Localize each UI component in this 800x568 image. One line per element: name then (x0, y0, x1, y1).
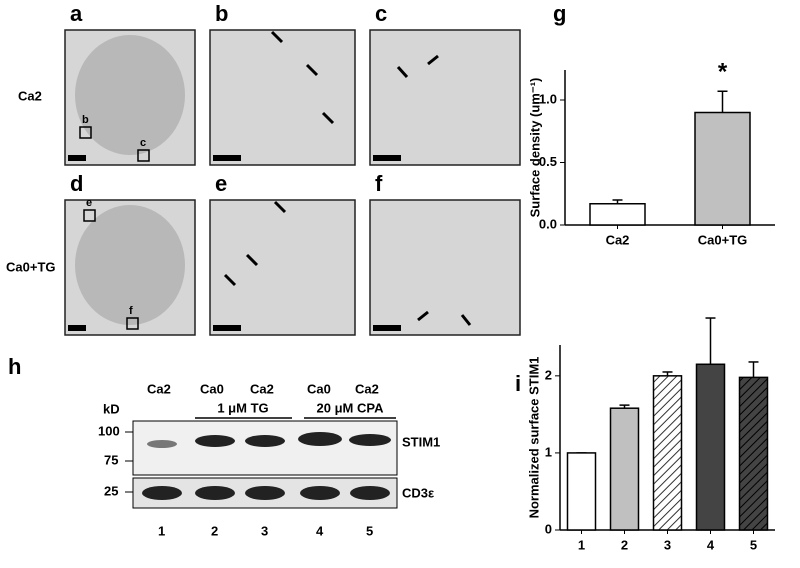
blot-strip (132, 420, 398, 476)
y-axis-label: Surface density (um⁻¹) (527, 78, 542, 218)
group-label: 1 μM TG (217, 400, 268, 415)
micrographs: a b c d e f g h i Ca2 Ca0+TG b c e f (6, 1, 566, 396)
inset-boxes (79, 126, 150, 330)
inset-label: b (82, 114, 89, 126)
bar (609, 407, 640, 531)
panel-label: i (515, 371, 521, 396)
bands (142, 432, 391, 500)
lane-label: Ca2 (250, 381, 274, 396)
bar (738, 376, 769, 531)
scale-bars (68, 155, 401, 331)
panel-label: e (215, 171, 227, 196)
lane-number: 2 (211, 523, 218, 538)
significance-mark: * (718, 59, 728, 86)
micrograph-c (369, 29, 521, 166)
x-tick-label: 1 (578, 537, 585, 552)
x-tick-label: Ca2 (606, 232, 630, 247)
band-label: CD3ε (402, 485, 434, 500)
lane-label: Ca2 (147, 381, 171, 396)
lane-label: Ca0 (200, 381, 224, 396)
lane-number: 3 (261, 523, 268, 538)
y-tick-label: 1.0 (539, 91, 557, 106)
inset-label: c (140, 137, 146, 149)
bar (694, 111, 751, 226)
bar (695, 363, 726, 531)
micrograph-f (369, 199, 521, 336)
y-tick-label: 1 (545, 444, 552, 459)
marker-label: 100 (98, 423, 120, 438)
group-label: 20 μM CPA (317, 400, 385, 415)
lane-label: Ca0 (307, 381, 331, 396)
y-tick-label: 0.0 (539, 216, 557, 231)
marker-label: 25 (104, 483, 118, 498)
marker-label: 75 (104, 452, 118, 467)
lane-number: 5 (366, 523, 373, 538)
unit-label: kD (103, 401, 120, 416)
y-tick-label: 0.5 (539, 154, 557, 169)
panel-label: b (215, 1, 228, 26)
bar (589, 203, 646, 226)
x-tick-label: Ca0+TG (698, 232, 748, 247)
lane-number: 4 (316, 523, 324, 538)
cell (75, 205, 185, 325)
y-axis-label: Normalized surface STIM1 (526, 357, 541, 519)
y-tick-label: 0 (545, 521, 552, 536)
row-label: Ca0+TG (6, 259, 56, 274)
cell (75, 35, 185, 155)
panel-label: g (553, 1, 566, 26)
micrograph-e (209, 199, 356, 336)
inset-label: f (129, 305, 133, 317)
panel-label: d (70, 171, 83, 196)
panel-label: c (375, 1, 387, 26)
lane-label: Ca2 (355, 381, 379, 396)
micrograph-b (209, 29, 356, 166)
arrows (223, 30, 472, 326)
band-label: STIM1 (402, 434, 440, 449)
x-tick-label: 3 (664, 537, 671, 552)
panel-label: a (70, 1, 83, 26)
x-tick-label: 5 (750, 537, 757, 552)
panel-label: f (375, 171, 383, 196)
western-blot: Ca2 Ca0 Ca2 Ca0 Ca2 1 μM TG 20 μM CPA kD… (98, 381, 440, 538)
inset-label: e (86, 197, 92, 209)
x-tick-label: 2 (621, 537, 628, 552)
row-label: Ca2 (18, 88, 42, 103)
bar (652, 375, 683, 531)
x-tick-label: 4 (707, 537, 715, 552)
lane-number: 1 (158, 523, 165, 538)
y-tick-label: 2 (545, 367, 552, 382)
panel-label: h (8, 354, 21, 379)
bar (566, 452, 597, 531)
marker-ticks (125, 431, 133, 493)
